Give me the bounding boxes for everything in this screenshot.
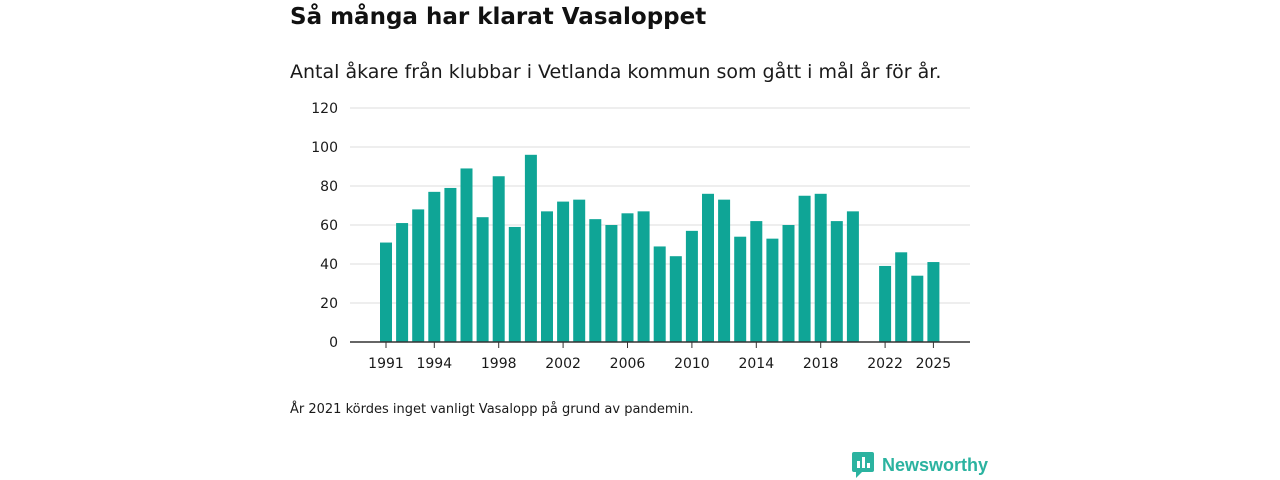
x-tick-label: 2006 xyxy=(610,356,646,372)
chart-subtitle: Antal åkare från klubbar i Vetlanda komm… xyxy=(290,61,942,83)
bar-2015 xyxy=(766,238,779,342)
y-tick-label: 60 xyxy=(320,218,338,234)
bar-2020 xyxy=(846,211,859,342)
bar-2001 xyxy=(541,211,553,342)
y-tick-label: 80 xyxy=(320,179,338,195)
bar-2018 xyxy=(814,193,827,342)
bar-2003 xyxy=(573,199,586,342)
x-tick-label: 1991 xyxy=(368,356,404,372)
x-tick-label: 2018 xyxy=(803,356,839,372)
x-tick-label: 2010 xyxy=(674,356,710,372)
x-tick-label: 1998 xyxy=(481,356,517,372)
brand-logo[interactable]: Newsworthy xyxy=(852,452,988,478)
y-axis-ticks: 0 20 40 60 80 100 120 xyxy=(311,101,338,351)
bar-1992 xyxy=(396,223,409,342)
bar-2002 xyxy=(557,201,570,342)
y-tick-label: 120 xyxy=(311,101,338,117)
bar-2004 xyxy=(589,219,602,342)
newsworthy-logo-icon xyxy=(852,452,874,478)
footnote: År 2021 kördes inget vanligt Vasalopp på… xyxy=(290,402,694,417)
bar-2017 xyxy=(798,195,811,342)
bar-2012 xyxy=(718,199,731,342)
bar-2016 xyxy=(782,225,795,342)
x-tick-label: 2002 xyxy=(545,356,581,372)
bar-1999 xyxy=(508,226,521,342)
x-tick-label: 1994 xyxy=(416,356,452,372)
bar-2010 xyxy=(685,230,698,342)
bar-2007 xyxy=(637,211,650,342)
bar-1994 xyxy=(428,191,441,342)
bar-1997 xyxy=(476,217,489,342)
bar-2024 xyxy=(911,275,924,342)
bar-2013 xyxy=(734,236,747,342)
x-tick-label: 2025 xyxy=(916,356,952,372)
y-tick-label: 100 xyxy=(311,140,338,156)
bar-1993 xyxy=(412,209,425,342)
bar-2014 xyxy=(750,221,763,342)
bar-2019 xyxy=(830,221,843,342)
bar-chart: 0 20 40 60 80 100 120 1991 1994 1998 2002 2006 2010… xyxy=(311,101,970,372)
bar-2006 xyxy=(621,213,634,342)
bar-1991 xyxy=(380,242,392,342)
x-axis-ticks: 1991 1994 1998 2002 2006 2010 2014 2018 2022 2025 xyxy=(368,342,951,372)
bar-2008 xyxy=(653,246,666,342)
bar-2023 xyxy=(895,252,908,342)
bar-2005 xyxy=(605,225,618,342)
bar-2011 xyxy=(702,193,714,342)
y-tick-label: 40 xyxy=(320,257,338,273)
bar-2009 xyxy=(669,256,682,342)
bar-2025 xyxy=(927,262,940,342)
brand-name: Newsworthy xyxy=(882,454,989,475)
bars xyxy=(380,154,940,342)
y-tick-label: 0 xyxy=(329,335,338,351)
y-tick-label: 20 xyxy=(320,296,338,312)
x-tick-label: 2014 xyxy=(738,356,774,372)
bar-1998 xyxy=(492,176,505,342)
x-tick-label: 2022 xyxy=(867,356,903,372)
bar-1996 xyxy=(460,168,473,342)
chart-title: Så många har klarat Vasaloppet xyxy=(290,4,707,30)
bar-2000 xyxy=(524,154,537,342)
bar-2022 xyxy=(879,265,892,342)
bar-1995 xyxy=(444,187,457,342)
